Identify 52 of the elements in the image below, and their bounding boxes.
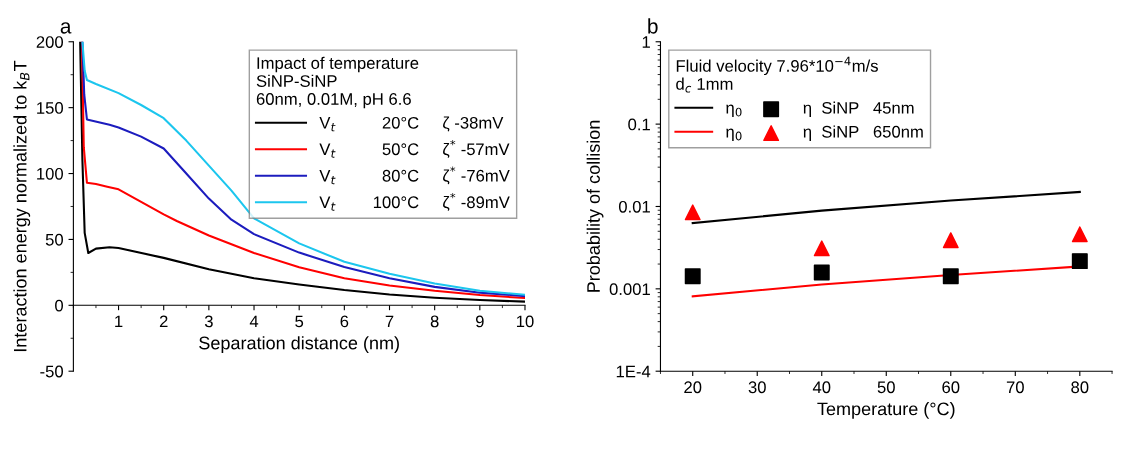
y-tick-label: 1 (642, 36, 650, 48)
x-tick-label: 7 (385, 315, 394, 328)
y-axis-title: Interaction energy normalized to k$_{B}$T (13, 60, 31, 352)
x-tick-label: 1 (115, 315, 123, 328)
text: V$_{t}$ 20°C ζ -38mV (319, 116, 504, 132)
x-tick-label: 3 (204, 315, 213, 328)
x-axis-title: Temperature (°C) (817, 402, 955, 419)
legend-label: η$_{0}$ (726, 128, 742, 141)
x-tick-label: 60 (942, 381, 960, 394)
chart-title: b (648, 18, 658, 34)
point (813, 264, 830, 281)
x-tick-label: 6 (340, 315, 349, 328)
x-tick-label: 50 (877, 381, 895, 394)
chart-title: a (60, 22, 72, 34)
y-tick-label: 100 (37, 167, 64, 180)
legend-label: η SiNP 45nm (803, 101, 914, 118)
line-series (691, 190, 1081, 225)
legend-title: Impact of temperature SiNP-SiNP 60nm, 0.01M, pH 6.6 (256, 56, 419, 109)
x-tick-label: 40 (812, 381, 831, 394)
y-tick-label: 200 (36, 36, 64, 48)
x-tick-label: 70 (1006, 381, 1024, 394)
y-tick-label: 0.01 (618, 200, 650, 213)
y-tick-label: 150 (37, 102, 64, 114)
point (942, 268, 959, 285)
x-tick-label: 30 (748, 381, 766, 394)
x-tick-label: 80 (1071, 381, 1089, 394)
y-tick-label: 0.001 (609, 283, 650, 296)
x-tick-label: 20 (684, 381, 702, 394)
y-tick-label: 1E-4 (616, 365, 651, 378)
legend-label: η$_{0}$ (726, 104, 742, 118)
y-tick-label: 50 (45, 233, 64, 246)
y-tick-label: 0.1 (628, 118, 650, 131)
x-tick-label: 4 (249, 315, 259, 328)
point (1071, 253, 1088, 270)
x-tick-label: 8 (430, 315, 439, 328)
point (684, 204, 701, 221)
y-tick-label: -50 (40, 365, 64, 378)
y-axis-title: Probability of collision (586, 120, 604, 292)
text: V$_{t}$ 80°C ζ$^{*}$ -76mV (319, 166, 510, 185)
y-tick-label: 0 (55, 299, 64, 312)
point (813, 240, 830, 257)
x-tick-label: 9 (475, 315, 484, 328)
point (942, 232, 959, 249)
legend-label: η SiNP 650nm (803, 125, 923, 141)
point (1071, 226, 1088, 243)
x-tick-label: 10 (516, 315, 534, 328)
x-axis-title: Separation distance (nm) (199, 336, 399, 353)
text: V$_{t}$ 100°C ζ$^{*}$ -89mV (319, 192, 510, 211)
text: V$_{t}$ 50°C ζ$^{*}$ -57mV (319, 139, 510, 158)
x-tick-label: 2 (159, 315, 168, 328)
x-tick-label: 5 (295, 315, 304, 328)
point (684, 268, 701, 285)
